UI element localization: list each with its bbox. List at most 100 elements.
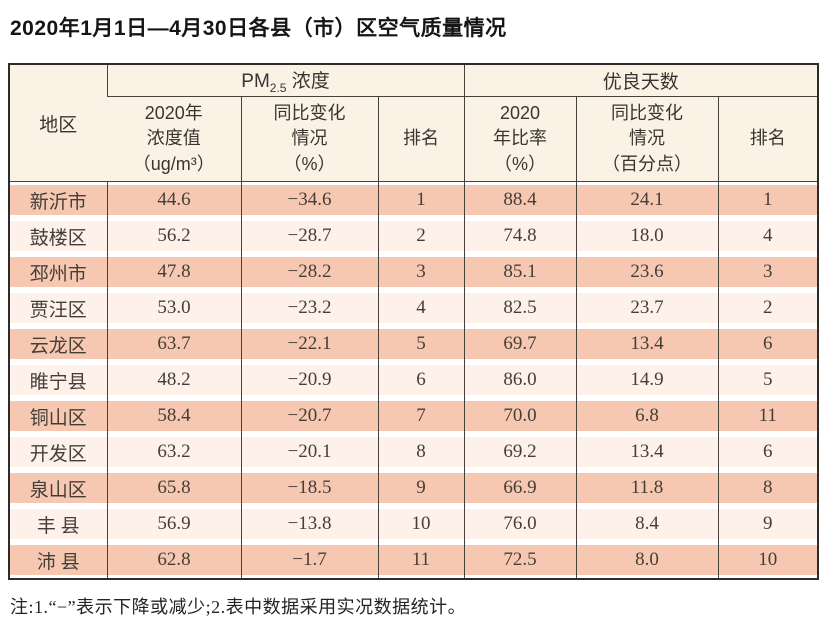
value-cell: 65.8 — [106, 470, 241, 506]
value-cell: −18.5 — [240, 470, 378, 506]
value-cell: 9 — [377, 470, 465, 506]
value-cell: 3 — [717, 254, 819, 290]
header-group-row: 地区 PM2.5 浓度 优良天数 — [9, 64, 819, 182]
table-row: 铜山区 58.4 −20.7 7 70.0 6.8 11 — [9, 398, 819, 434]
value-cell: 14.9 — [575, 362, 719, 398]
value-cell: 69.2 — [463, 434, 577, 470]
value-cell: −1.7 — [240, 542, 378, 579]
value-cell: −20.7 — [240, 398, 378, 434]
region-cell: 睢宁县 — [9, 362, 107, 398]
header-region: 地区 — [9, 64, 107, 182]
value-cell: 10 — [717, 542, 819, 579]
value-cell: 18.0 — [575, 218, 719, 254]
value-cell: 58.4 — [106, 398, 241, 434]
pm25-label-prefix: PM — [241, 71, 270, 93]
region-cell: 鼓楼区 — [9, 218, 107, 254]
value-cell: 63.2 — [106, 434, 241, 470]
header-gooddays-group: 优良天数 — [463, 64, 819, 97]
header-pm25-value-2020: 2020年 浓度值 （ug/m³） — [107, 96, 241, 182]
value-cell: 24.1 — [575, 181, 719, 218]
value-cell: −23.2 — [240, 290, 378, 326]
value-cell: −20.1 — [240, 434, 378, 470]
table-row: 丰 县 56.9 −13.8 10 76.0 8.4 9 — [9, 506, 819, 542]
value-cell: 69.7 — [463, 326, 577, 362]
value-cell: −22.1 — [240, 326, 378, 362]
value-cell: 86.0 — [463, 362, 577, 398]
value-cell: 72.5 — [463, 542, 577, 579]
value-cell: 6 — [717, 434, 819, 470]
value-cell: 82.5 — [463, 290, 577, 326]
value-cell: 48.2 — [106, 362, 241, 398]
table-row: 云龙区 63.7 −22.1 5 69.7 13.4 6 — [9, 326, 819, 362]
value-cell: 9 — [717, 506, 819, 542]
table-row: 贾汪区 53.0 −23.2 4 82.5 23.7 2 — [9, 290, 819, 326]
value-cell: 70.0 — [463, 398, 577, 434]
value-cell: 47.8 — [106, 254, 241, 290]
region-cell: 丰 县 — [9, 506, 107, 542]
table-row: 睢宁县 48.2 −20.9 6 86.0 14.9 5 — [9, 362, 819, 398]
value-cell: 5 — [377, 326, 465, 362]
value-cell: 4 — [717, 218, 819, 254]
table-row: 鼓楼区 56.2 −28.7 2 74.8 18.0 4 — [9, 218, 819, 254]
value-cell: −28.2 — [240, 254, 378, 290]
region-cell: 贾汪区 — [9, 290, 107, 326]
table-row: 泉山区 65.8 −18.5 9 66.9 11.8 8 — [9, 470, 819, 506]
header-pm25-group: PM2.5 浓度 — [106, 64, 465, 97]
value-cell: 88.4 — [463, 181, 577, 218]
value-cell: 63.7 — [106, 326, 241, 362]
table-row: 新沂市 44.6 −34.6 1 88.4 24.1 1 — [9, 181, 819, 219]
value-cell: 53.0 — [106, 290, 241, 326]
header-sub-row: 2020年 浓度值 （ug/m³） 同比变化 情况 （%） 排名 2020 年比… — [9, 96, 819, 182]
value-cell: 2 — [717, 290, 819, 326]
value-cell: −13.8 — [240, 506, 378, 542]
table-body: 新沂市 44.6 −34.6 1 88.4 24.1 1 鼓楼区 56.2 −28.7 2 74.8 1… — [9, 181, 819, 579]
value-cell: 6 — [717, 326, 819, 362]
value-cell: 66.9 — [463, 470, 577, 506]
value-cell: 44.6 — [106, 181, 241, 218]
value-cell: 56.9 — [106, 506, 241, 542]
table-row: 邳州市 47.8 −28.2 3 85.1 23.6 3 — [9, 254, 819, 290]
value-cell: 1 — [717, 181, 819, 218]
header-gooddays-rank: 排名 — [717, 96, 819, 182]
value-cell: 5 — [717, 362, 819, 398]
value-cell: 8 — [377, 434, 465, 470]
table-header: 地区 PM2.5 浓度 优良天数 2020年 浓度值 （ug/m³） 同比变化 … — [9, 64, 819, 182]
header-gooddays-ratio-2020: 2020 年比率 （%） — [463, 96, 577, 182]
region-cell: 邳州市 — [9, 254, 107, 290]
table-row: 开发区 63.2 −20.1 8 69.2 13.4 6 — [9, 434, 819, 470]
page-title: 2020年1月1日—4月30日各县（市）区空气质量情况 — [10, 17, 507, 40]
value-cell: 7 — [377, 398, 465, 434]
value-cell: 23.7 — [575, 290, 719, 326]
region-cell: 沛 县 — [9, 542, 107, 579]
region-cell: 铜山区 — [9, 398, 107, 434]
value-cell: 6.8 — [575, 398, 719, 434]
value-cell: 2 — [377, 218, 465, 254]
pm25-label-subscript: 2.5 — [269, 80, 287, 95]
value-cell: 8 — [717, 470, 819, 506]
value-cell: 4 — [377, 290, 465, 326]
header-pm25-rank: 排名 — [377, 96, 465, 182]
region-cell: 云龙区 — [9, 326, 107, 362]
table-row: 沛 县 62.8 −1.7 11 72.5 8.0 10 — [9, 542, 819, 579]
value-cell: 74.8 — [463, 218, 577, 254]
value-cell: 85.1 — [463, 254, 577, 290]
header-gooddays-yoy-change: 同比变化 情况 （百分点） — [575, 96, 719, 182]
value-cell: 11.8 — [575, 470, 719, 506]
value-cell: 56.2 — [106, 218, 241, 254]
value-cell: 1 — [377, 181, 465, 218]
region-cell: 开发区 — [9, 434, 107, 470]
value-cell: 62.8 — [106, 542, 241, 579]
region-cell: 泉山区 — [9, 470, 107, 506]
value-cell: −20.9 — [240, 362, 378, 398]
header-pm25-yoy-change: 同比变化 情况 （%） — [240, 96, 378, 182]
value-cell: −34.6 — [240, 181, 378, 218]
value-cell: 8.0 — [575, 542, 719, 579]
value-cell: 10 — [377, 506, 465, 542]
region-cell: 新沂市 — [9, 182, 107, 219]
value-cell: 3 — [377, 254, 465, 290]
value-cell: 11 — [717, 398, 819, 434]
footnote: 注:1.“−”表示下降或减少;2.表中数据采用实况数据统计。 — [10, 597, 467, 617]
value-cell: 23.6 — [575, 254, 719, 290]
pm25-label-suffix: 浓度 — [286, 71, 330, 93]
